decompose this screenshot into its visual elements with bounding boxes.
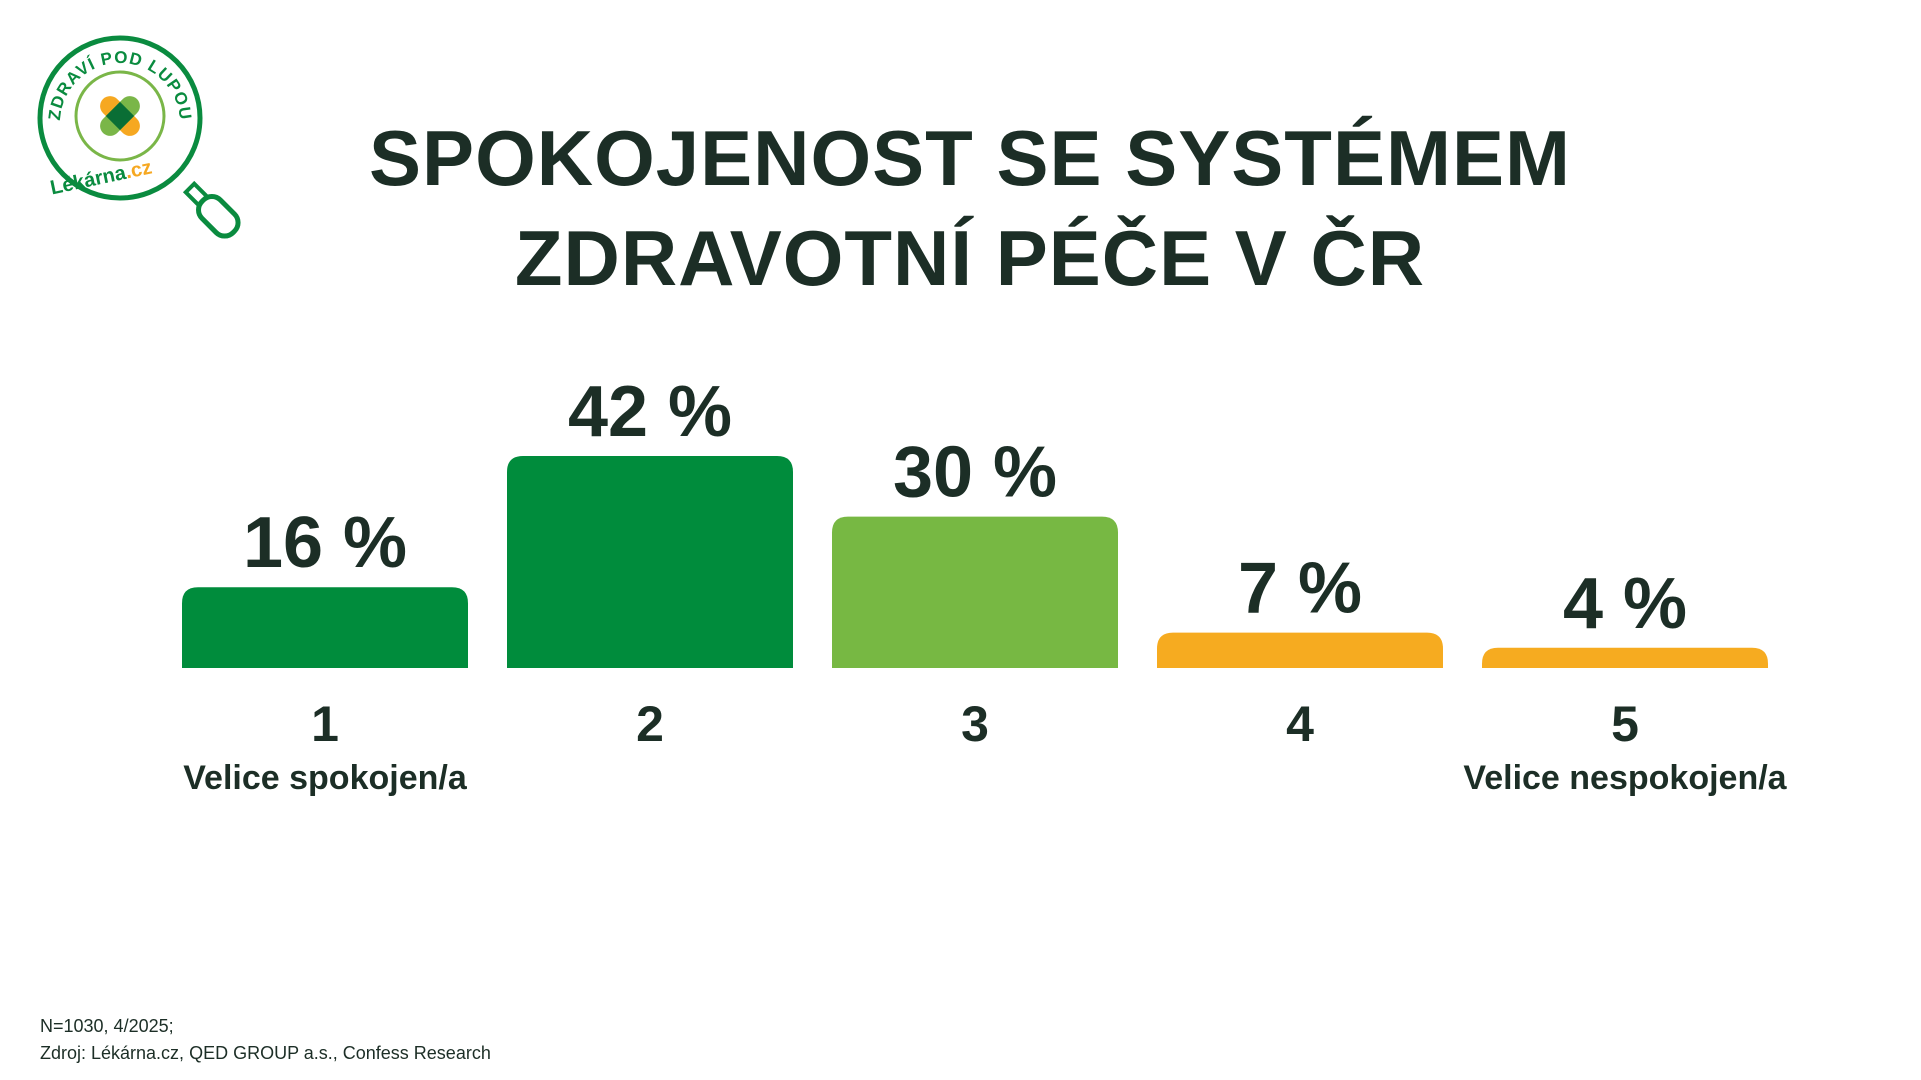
bar-1 — [182, 587, 468, 668]
scale-label-last: Velice nespokojen/a — [1463, 759, 1787, 797]
bar-3 — [832, 516, 1118, 668]
value-label-3: 30 % — [893, 433, 1057, 513]
footnote: N=1030, 4/2025; Zdroj: Lékárna.cz, QED G… — [40, 1013, 491, 1067]
chart-title: SPOKOJENOST SE SYSTÉMEM ZDRAVOTNÍ PÉČE V… — [300, 108, 1640, 308]
scale-label-first: Velice spokojen/a — [183, 759, 468, 797]
value-label-1: 16 % — [243, 503, 407, 583]
bar-2 — [507, 456, 793, 668]
bar-4 — [1157, 632, 1443, 668]
chart-title-line2: ZDRAVOTNÍ PÉČE V ČR — [514, 214, 1426, 302]
magnifier-handle — [182, 180, 241, 239]
value-label-2: 42 % — [568, 372, 732, 452]
cross-icon — [100, 96, 140, 136]
category-label-3: 3 — [961, 696, 989, 752]
footnote-source: Zdroj: Lékárna.cz, QED GROUP a.s., Confe… — [40, 1043, 491, 1063]
chart-title-line1: SPOKOJENOST SE SYSTÉMEM — [369, 114, 1571, 202]
bar-5 — [1482, 647, 1768, 668]
value-label-4: 7 % — [1238, 549, 1362, 629]
category-label-2: 2 — [636, 696, 664, 752]
logo-inner-ring — [74, 70, 166, 162]
footnote-sample: N=1030, 4/2025; — [40, 1016, 174, 1036]
category-label-1: 1 — [311, 696, 339, 752]
category-label-4: 4 — [1286, 696, 1314, 752]
category-label-5: 5 — [1611, 696, 1639, 752]
zdravi-pod-lupou-logo: ZDRAVÍ POD LUPOU Lékárna.cz — [37, 35, 241, 239]
value-label-5: 4 % — [1563, 564, 1687, 644]
